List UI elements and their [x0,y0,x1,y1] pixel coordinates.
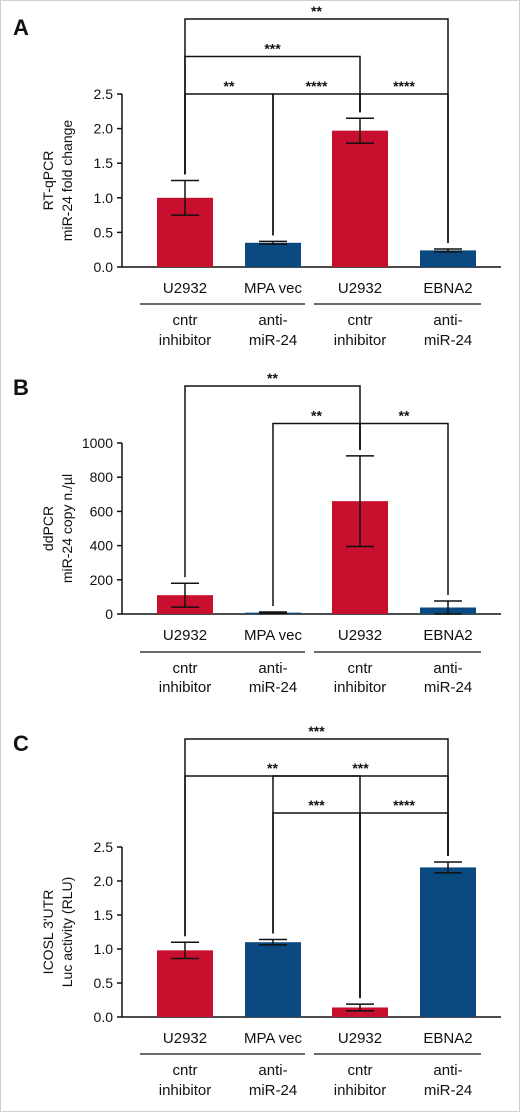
significance-label: ** [311,3,322,19]
bar [245,942,301,1017]
y-tick-label: 2.5 [94,839,114,855]
y-tick-label: 1.0 [94,941,114,957]
category-label: U2932 [338,280,382,297]
y-tick-label: 600 [90,503,114,519]
treatment-label: miR-24 [424,332,472,349]
significance-label: **** [393,78,415,94]
y-tick-label: 800 [90,469,114,485]
significance-bracket [184,385,361,578]
category-label: EBNA2 [423,627,472,644]
panel-a: A 0.0 0.5 1.0 1.5 2.0 2.5 RT-qPCR miR-24 fold c… [13,3,501,349]
category-label: U2932 [163,627,207,644]
y-axis-label: RT-qPCR [40,151,56,211]
bar [332,1007,388,1017]
significance-label: **** [306,78,328,94]
significance-label: ** [311,408,322,424]
treatment-label: miR-24 [249,679,297,696]
treatment-label: cntr [347,312,372,329]
bar [245,242,301,267]
y-tick-label: 400 [90,538,114,554]
category-label: MPA vec [244,280,303,297]
y-tick-label: 2.0 [94,873,114,889]
category-label: U2932 [163,1030,207,1047]
y-axis-label: miR-24 fold change [59,120,75,242]
treatment-label: cntr [172,312,197,329]
bar [420,867,476,1017]
significance-label: **** [393,797,415,813]
panel-letter-b: B [13,375,29,400]
y-tick-label: 1.5 [94,907,114,923]
significance-label: ** [267,370,278,386]
treatment-label: inhibitor [334,1082,387,1099]
significance-label: *** [308,723,325,739]
y-tick-label: 0.0 [94,1009,114,1025]
treatment-label: cntr [347,660,372,677]
panel-letter-c: C [13,731,29,756]
treatment-label: miR-24 [249,332,297,349]
treatment-label: anti- [258,660,287,677]
significance-bracket [184,738,449,937]
significance-bracket [184,18,449,244]
treatment-label: inhibitor [159,1082,212,1099]
y-tick-label: 0.5 [94,975,114,991]
treatment-label: inhibitor [334,332,387,349]
y-axis-label: ddPCR [40,506,56,551]
treatment-label: anti- [433,660,462,677]
significance-label: *** [264,41,281,57]
panel-letter-a: A [13,15,29,40]
significance-label: *** [308,797,325,813]
treatment-label: anti- [258,1062,287,1079]
significance-label: ** [399,408,410,424]
y-tick-label: 200 [90,572,114,588]
y-tick-label: 1000 [82,435,113,451]
y-tick-label: 1.5 [94,155,114,171]
bar [420,250,476,267]
y-axis-label: Luc activity (RLU) [59,877,75,987]
category-label: MPA vec [244,1030,303,1047]
y-axis-label: ICOSL 3'UTR [40,890,56,975]
treatment-label: miR-24 [249,1082,297,1099]
category-label: U2932 [338,1030,382,1047]
category-label: U2932 [163,280,207,297]
treatment-label: miR-24 [424,1082,472,1099]
treatment-label: anti- [433,1062,462,1079]
treatment-label: anti- [433,312,462,329]
treatment-label: inhibitor [159,679,212,696]
treatment-label: cntr [172,660,197,677]
bar [332,130,388,267]
category-label: EBNA2 [423,280,472,297]
y-tick-label: 2.5 [94,86,114,102]
category-label: EBNA2 [423,1030,472,1047]
y-tick-label: 1.0 [94,190,114,206]
significance-label: ** [224,78,235,94]
y-tick-label: 0.0 [94,259,114,275]
significance-label: ** [267,760,278,776]
significance-label: *** [352,760,369,776]
bar [157,950,213,1017]
treatment-label: cntr [172,1062,197,1079]
y-tick-label: 2.0 [94,121,114,137]
category-label: MPA vec [244,627,303,644]
treatment-label: inhibitor [159,332,212,349]
panel-c: C 0.0 0.5 1.0 1.5 2.0 2.5 ICOSL 3'UTR Luc activ… [13,723,501,1099]
treatment-label: miR-24 [424,679,472,696]
panel-b: B 0 200 400 600 800 1000 ddPCR miR-24 copy n./µ… [13,370,501,696]
y-axis-label: miR-24 copy n./µl [59,474,75,583]
y-tick-label: 0 [105,606,113,622]
treatment-label: anti- [258,312,287,329]
y-tick-label: 0.5 [94,224,114,240]
treatment-label: cntr [347,1062,372,1079]
treatment-label: inhibitor [334,679,387,696]
category-label: U2932 [338,627,382,644]
